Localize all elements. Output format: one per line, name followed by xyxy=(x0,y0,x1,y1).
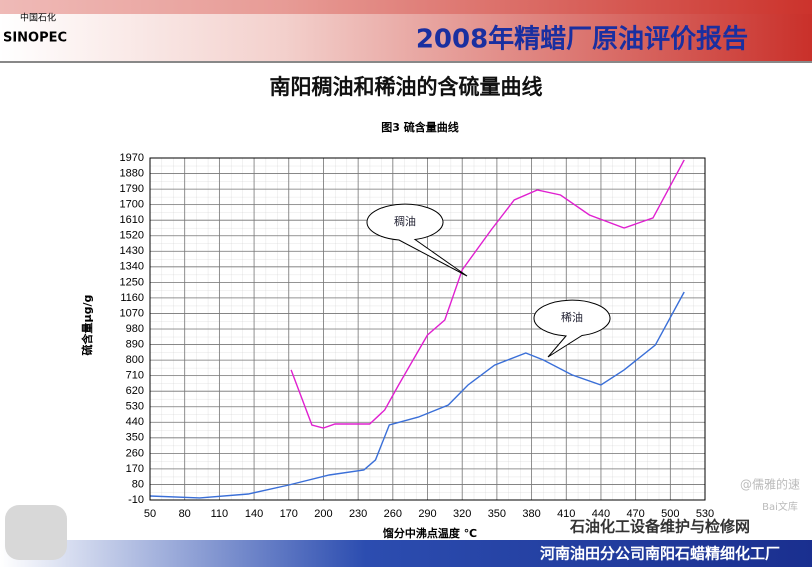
legend-label: 稠油 xyxy=(394,214,416,228)
y-tick-label: 1700 xyxy=(120,199,144,211)
plot-frame xyxy=(149,157,706,501)
y-tick-label: 1790 xyxy=(120,183,144,195)
x-tick-label: 320 xyxy=(453,508,471,520)
y-tick-label: 800 xyxy=(126,354,144,366)
x-tick-label: 380 xyxy=(522,508,540,520)
y-tick-label: 260 xyxy=(126,447,144,459)
series-line xyxy=(290,159,685,429)
x-tick-label: 170 xyxy=(280,508,298,520)
x-tick-label: 260 xyxy=(384,508,402,520)
y-tick-label: 1070 xyxy=(120,307,144,319)
x-tick-label: 140 xyxy=(245,508,263,520)
callout-bubble xyxy=(533,299,611,358)
y-tick-label: 890 xyxy=(126,338,144,350)
y-tick-label: 1880 xyxy=(120,167,144,179)
y-tick-label: 170 xyxy=(126,463,144,475)
header-title: 2008年精蜡厂原油评价报告 xyxy=(416,24,748,55)
x-tick-label: 470 xyxy=(626,508,644,520)
footer-band xyxy=(0,540,812,567)
legend-label: 稀油 xyxy=(561,310,583,324)
logo-cn: 中国石化 xyxy=(20,12,56,24)
x-axis-label: 馏分中沸点温度 ℃ xyxy=(383,526,477,540)
watermark: Bai文库 xyxy=(762,500,798,513)
x-tick-label: 50 xyxy=(144,508,156,520)
y-tick-label: 440 xyxy=(126,416,144,428)
callout-bubble xyxy=(366,203,468,277)
y-tick-label: 1520 xyxy=(120,230,144,242)
y-tick-label: 1340 xyxy=(120,261,144,273)
x-tick-label: 230 xyxy=(349,508,367,520)
series-line xyxy=(149,291,685,499)
y-tick-label: 1250 xyxy=(120,276,144,288)
x-tick-label: 530 xyxy=(696,508,714,520)
y-tick-label: 80 xyxy=(132,478,144,490)
y-tick-label: 1970 xyxy=(120,152,144,164)
y-tick-label: 710 xyxy=(126,370,144,382)
y-tick-label: 980 xyxy=(126,323,144,335)
x-tick-label: 500 xyxy=(661,508,679,520)
slide-title: 南阳稠油和稀油的含硫量曲线 xyxy=(270,75,543,99)
watermark: 石油化工设备维护与检修网 xyxy=(569,518,750,536)
y-tick-label: 1160 xyxy=(120,292,144,304)
y-axis-label: 硫含量μg/g xyxy=(80,295,94,356)
y-tick-label: 350 xyxy=(126,432,144,444)
header-band xyxy=(0,0,812,62)
footer-logo xyxy=(5,505,67,560)
y-tick-label: 530 xyxy=(126,401,144,413)
x-tick-label: 110 xyxy=(211,508,229,520)
header-stripe xyxy=(0,0,812,14)
watermark: @儒雅的速 xyxy=(740,477,800,492)
x-tick-label: 290 xyxy=(418,508,436,520)
x-tick-label: 440 xyxy=(592,508,610,520)
y-tick-label: 1430 xyxy=(120,245,144,257)
chart-title: 图3 硫含量曲线 xyxy=(381,120,458,134)
y-tick-label: 620 xyxy=(126,385,144,397)
x-tick-label: 80 xyxy=(179,508,191,520)
x-tick-label: 410 xyxy=(557,508,575,520)
footer-text: 河南油田分公司南阳石蜡精细化工厂 xyxy=(540,545,780,563)
y-tick-label: 1610 xyxy=(120,214,144,226)
x-tick-label: 350 xyxy=(488,508,506,520)
logo: SINOPEC xyxy=(3,31,67,46)
x-tick-label: 200 xyxy=(314,508,332,520)
y-tick-label: -10 xyxy=(128,494,144,506)
